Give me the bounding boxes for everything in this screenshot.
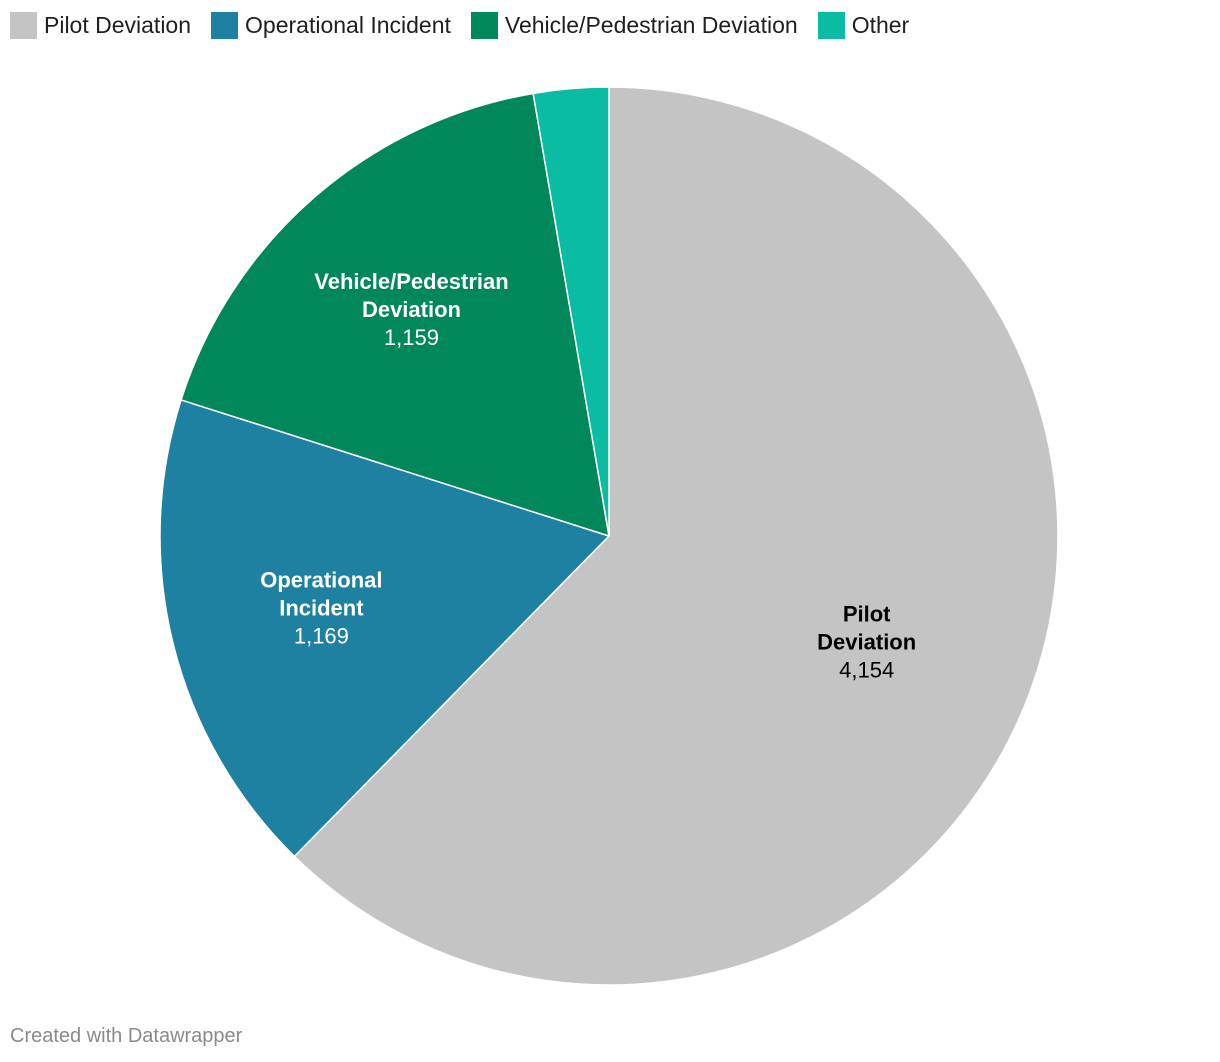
legend-item-pilot-deviation: Pilot Deviation [10,12,191,39]
legend-item-operational-incident: Operational Incident [211,12,451,39]
legend-label-other: Other [851,12,910,38]
slice-label-vehicle-pedestrian-deviation-line-1: Deviation [362,297,461,322]
pie-slice-pilot-deviation [293,86,1059,986]
slice-label-operational-incident-line-0: Operational [260,567,382,592]
legend-item-other: Other [817,12,910,39]
legend-swatch-vehicle-pedestrian-deviation [470,12,498,39]
slice-label-pilot-deviation-line-1: Deviation [817,629,916,654]
pie-slice-vehicle-pedestrian-deviation [180,92,610,537]
slice-value-vehicle-pedestrian-deviation: 1,159 [384,325,439,350]
datawrapper-credit: Created with Datawrapper [10,1025,243,1047]
legend-label-pilot-deviation: Pilot Deviation [44,12,192,38]
legend-item-vehicle-pedestrian-deviation: Vehicle/Pedestrian Deviation [470,12,798,39]
legend-swatch-other [817,12,845,39]
legend-label-vehicle-pedestrian-deviation: Vehicle/Pedestrian Deviation [504,12,798,38]
pie-slice-operational-incident [159,399,610,858]
slice-label-pilot-deviation-line-0: Pilot [843,601,891,626]
slice-value-pilot-deviation: 4,154 [839,657,894,682]
slice-value-operational-incident: 1,169 [294,623,349,648]
pie-slice-other [532,86,610,537]
pie-chart: Pilot Deviation 4,154 Operational Incident 1,… [159,86,1059,986]
slice-label-vehicle-pedestrian-deviation-line-0: Vehicle/Pedestrian [314,269,508,294]
chart-legend: Pilot Deviation Operational Incident Veh… [10,12,909,39]
legend-label-operational-incident: Operational Incident [245,12,451,38]
legend-swatch-operational-incident [211,12,239,39]
slice-label-operational-incident-line-1: Incident [279,595,364,620]
legend-swatch-pilot-deviation [10,12,37,39]
